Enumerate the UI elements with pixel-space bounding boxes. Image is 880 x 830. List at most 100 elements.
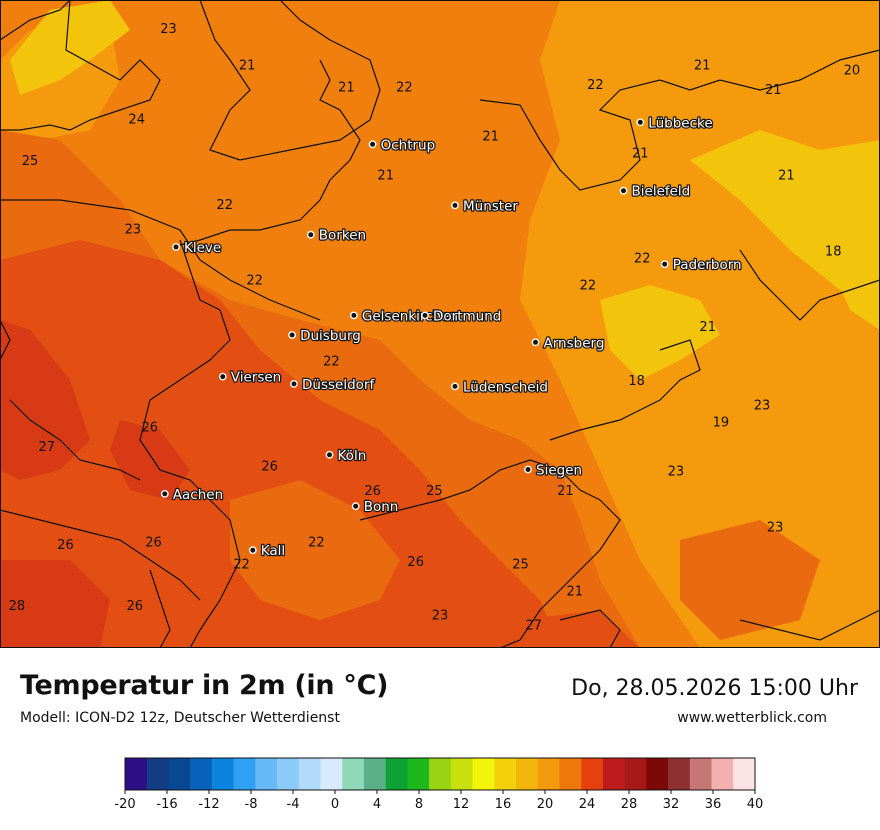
border-line [739,249,880,321]
temperature-zone [600,285,720,380]
temperature-value-label: 26 [145,535,162,550]
temperature-value-label: 24 [128,112,145,127]
city-dot [368,140,377,149]
legend-swatch [320,758,343,790]
city-marker: Lübbecke [636,114,714,133]
legend-swatch [516,758,539,790]
temperature-value-label: 23 [668,464,685,479]
legend-swatch [125,758,148,790]
city-dot [531,338,540,347]
city-markers: Lübbecke Ochtrup Bielefeld Münster Borken Kle… [160,114,743,560]
temperature-zone [230,480,400,620]
city-dot [349,311,358,320]
legend-swatch [450,758,473,790]
temperature-value-label: 22 [396,81,413,96]
city-name: Köln [338,448,367,464]
temperature-zone [680,520,820,640]
city-name: Düsseldorf [302,377,375,393]
city-marker: Köln [325,447,367,465]
temperature-value-label: 21 [765,83,782,98]
legend-tick-label: 8 [415,797,423,812]
border-line [149,569,171,648]
city-dot [451,201,459,210]
legend-swatch [211,758,234,790]
city-name: Siegen [536,463,582,479]
legend-swatch [537,758,560,790]
legend-swatch [668,758,691,790]
city-marker: Ochtrup [368,136,436,155]
legend-swatch [233,758,256,790]
legend-swatch [342,758,365,790]
temperature-value-label: 25 [512,557,529,572]
temperature-value-label: 19 [713,416,730,431]
temperature-value-label: 22 [587,78,604,93]
border-lines [0,0,880,648]
legend-tick-label: 32 [663,797,680,812]
border-line [359,459,601,521]
temperature-value-label: 26 [407,555,424,570]
temperature-field [0,0,880,648]
border-line [499,499,621,648]
city-dot [325,450,334,459]
temperature-value-label: 23 [767,521,784,536]
legend-tick-label: -4 [287,797,300,812]
city-dot [660,260,669,268]
legend-swatch [559,758,582,790]
city-name: Lüdenscheid [463,379,548,395]
city-name: Bielefeld [632,184,691,200]
border-line [199,0,381,161]
temperature-zone [420,430,530,500]
city-marker: Gelsenkirchen [349,307,459,326]
temperature-value-label: 21 [632,147,649,162]
temperature-value-label: 20 [844,63,861,78]
border-line [559,609,621,648]
border-line [479,49,880,191]
city-marker: Siegen [524,461,583,480]
city-name: Dortmund [433,308,501,324]
legend-swatch [146,758,169,790]
legend-swatch [472,758,495,790]
temperature-value-label: 22 [580,279,597,294]
city-name: Bonn [364,499,399,515]
temperature-value-label: 22 [233,557,250,572]
city-dot [351,502,360,511]
city-marker: Bielefeld [619,182,691,201]
city-dot [218,372,227,381]
temperature-value-label: 21 [567,584,584,599]
city-marker: Kleve [172,239,222,257]
border-line [9,399,141,481]
temperature-value-label: 18 [628,374,645,389]
city-dot [290,379,298,388]
city-name: Kleve [184,240,221,256]
city-marker: Duisburg [288,327,362,345]
model-info: Modell: ICON-D2 12z, Deutscher Wetterdie… [20,710,340,726]
legend-swatch [429,758,452,790]
legend-tick-label: 0 [331,797,339,812]
city-marker: Arnsberg [531,334,606,352]
city-name: Arnsberg [544,335,605,351]
legend-tick-label: -12 [198,797,219,812]
temperature-zone [110,420,190,500]
border-line [0,509,201,601]
legend-swatch [190,758,213,790]
legend-swatch [277,758,300,790]
city-dot [451,382,459,391]
color-legend: -20 -16 -12 -8 -4 0 4 8 12 16 20 24 28 32 36 40 [114,757,763,812]
legend-swatch [624,758,647,790]
city-name: Duisburg [300,328,361,344]
temperature-value-label: 18 [825,244,842,259]
temperature-zone [0,320,90,480]
legend-tick-label: 4 [373,797,381,812]
website-link[interactable]: www.wetterblick.com [677,710,827,726]
border-line [179,59,361,246]
temperature-value-label: 23 [754,398,771,413]
temperature-value-label: 22 [323,354,340,369]
temperature-labels: 23 21 21 22 22 21 20 21 24 25 21 21 21 21 22 23 18 22 22 22… [9,22,861,634]
legend-tick-label: -16 [156,797,177,812]
temperature-value-label: 23 [160,22,177,37]
legend-swatch [385,758,408,790]
border-line [0,319,11,361]
city-name: Borken [319,228,366,244]
legend-swatch [255,758,278,790]
temperature-value-label: 23 [432,609,449,624]
